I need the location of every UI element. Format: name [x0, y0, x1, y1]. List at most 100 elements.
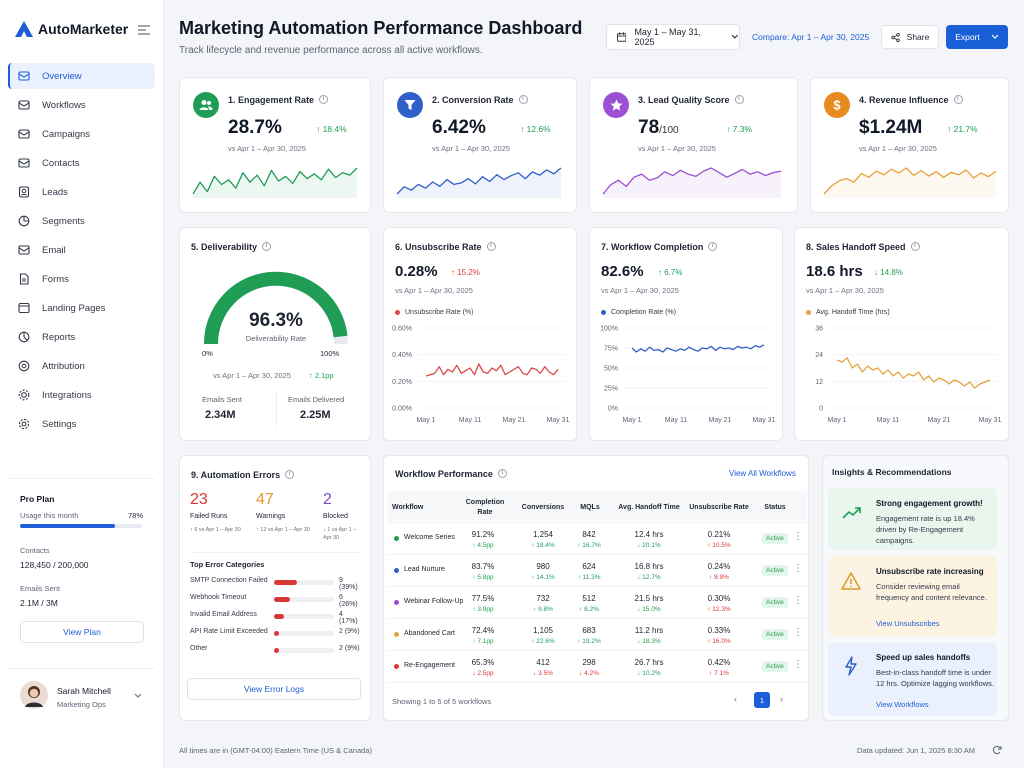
error-category-row: Invalid Email Address 4 (17%)	[190, 611, 360, 625]
menu-collapse-icon[interactable]	[138, 25, 150, 35]
sidebar-item-reports[interactable]: Reports	[8, 324, 155, 350]
warnings-change: ↑ 12 vs Apr 1 – Apr 30	[256, 527, 310, 533]
info-icon[interactable]	[319, 95, 329, 104]
share-button[interactable]: Share	[881, 25, 939, 49]
completion-cell: 77.5% ↑ 3.9pp	[460, 594, 506, 613]
sidebar-item-campaigns[interactable]: Campaigns	[8, 121, 155, 147]
card-title-text: 7. Workflow Completion	[601, 242, 704, 252]
mqls-cell: 512 ↑ 8.2%	[574, 594, 604, 613]
table-row[interactable]: Lead Nurture 83.7% ↑ 5.8pp 980 ↑ 14.1% 624 ↑ 1…	[388, 554, 807, 586]
more-options-icon[interactable]: ⋮	[793, 595, 803, 606]
refresh-icon[interactable]	[992, 745, 1002, 755]
next-page-button[interactable]: ›	[780, 694, 783, 704]
more-options-icon[interactable]: ⋮	[793, 563, 803, 574]
y-tick-label: 0	[819, 406, 823, 413]
sidebar-item-settings[interactable]: Settings	[8, 411, 155, 437]
sidebar-item-integrations[interactable]: Integrations	[8, 382, 155, 408]
prev-page-button[interactable]: ‹	[734, 694, 737, 704]
mqls-change: ↑ 11.3%	[577, 574, 601, 581]
conversions-value: 1,254	[532, 530, 554, 539]
series-line	[631, 344, 765, 353]
sidebar-item-contacts[interactable]: Contacts	[8, 150, 155, 176]
info-icon[interactable]	[910, 242, 920, 251]
more-options-icon[interactable]: ⋮	[793, 531, 803, 542]
mqls-change: ↑ 19.2%	[577, 638, 601, 645]
card-title-text: 8. Sales Handoff Speed	[806, 242, 906, 252]
sidebar-item-overview[interactable]: Overview	[8, 63, 155, 89]
view-workflows-link[interactable]: View Workflows	[876, 700, 929, 709]
kpi-title: 4. Revenue Influence	[859, 95, 963, 105]
kpi-value: 78/100	[638, 117, 679, 139]
warnings-count: 47	[256, 491, 274, 508]
sidebar-item-label: Forms	[42, 273, 69, 285]
sidebar-item-segments[interactable]: Segments	[8, 208, 155, 234]
workflow-name[interactable]: Lead Nurture	[404, 566, 445, 573]
sidebar-nav: Overview Workflows Campaigns Contacts Le…	[8, 63, 155, 440]
insight-unsubscribe: Unsubscribe rate increasing Consider rev…	[828, 556, 997, 636]
handoff-cell: 12.4 hrs ↓ 20.1%	[614, 530, 684, 549]
metric-comparison: vs Apr 1 – Apr 30, 2025	[395, 286, 473, 295]
info-icon[interactable]	[262, 242, 272, 251]
info-icon[interactable]	[486, 242, 496, 251]
info-icon[interactable]	[734, 95, 744, 104]
user-profile[interactable]: Sarah Mitchell Marketing Ops	[8, 668, 155, 724]
table-header	[388, 491, 807, 521]
mqls-cell: 842 ↑ 16.7%	[574, 530, 604, 549]
app-logo[interactable]: AutoMarketer	[15, 21, 128, 37]
column-header-conversions: Conversions	[521, 504, 565, 511]
table-row[interactable]: Webinar Follow-Up 77.5% ↑ 3.9pp 732 ↑ 9.8% 51…	[388, 586, 807, 618]
handoff-value: 11.2 hrs	[634, 626, 664, 635]
workflow-name[interactable]: Webinar Follow-Up	[404, 598, 464, 605]
sidebar-item-forms[interactable]: Forms	[8, 266, 155, 292]
sidebar-item-label: Integrations	[42, 389, 92, 401]
sidebar-item-label: Email	[42, 244, 66, 256]
info-icon[interactable]	[518, 95, 528, 104]
unsubscribe-rate-card: 6. Unsubscribe Rate 0.28% ↑ 15.2% vs Apr…	[383, 227, 577, 441]
metric-comparison: vs Apr 1 – Apr 30, 2025	[601, 286, 679, 295]
date-range-picker[interactable]: May 1 – May 31, 2025	[606, 24, 740, 50]
table-row[interactable]: Abandoned Cart 72.4% ↑ 7.1pp 1,105 ↑ 22.6% 68…	[388, 618, 807, 650]
info-icon[interactable]	[708, 242, 718, 251]
completion-cell: 91.2% ↑ 4.5pp	[460, 530, 506, 549]
export-button[interactable]: Export	[946, 25, 1008, 49]
sidebar-item-leads[interactable]: Leads	[8, 179, 155, 205]
unsubscribe-value: 0.33%	[707, 626, 731, 635]
view-unsubscribes-link[interactable]: View Unsubscribes	[876, 619, 940, 628]
unsubscribe-line-chart: 0.60% 0.40% 0.20% 0.00% May 1 May 11 May 21 May…	[392, 326, 569, 425]
conversions-cell: 732 ↑ 9.8%	[518, 594, 568, 613]
kpi-value: 28.7%	[228, 117, 282, 139]
conversion-sparkline	[396, 167, 562, 198]
insight-body: Engagement rate is up 18.4% driven by Re…	[876, 514, 975, 545]
error-category-label: Other	[190, 645, 208, 652]
info-icon[interactable]	[497, 469, 507, 478]
compare-range-link[interactable]: Compare: Apr 1 – Apr 30, 2025	[752, 32, 870, 42]
y-tick-label: 12	[815, 379, 823, 386]
sidebar-item-label: Overview	[42, 70, 82, 82]
view-plan-button[interactable]: View Plan	[20, 621, 144, 643]
info-icon[interactable]	[953, 95, 963, 104]
mqls-change: ↑ 8.2%	[579, 606, 599, 613]
view-all-workflows-link[interactable]: View All Workflows	[729, 469, 796, 478]
info-icon[interactable]	[285, 470, 295, 479]
more-options-icon[interactable]: ⋮	[793, 659, 803, 670]
table-row[interactable]: Welcome Series 91.2% ↑ 4.5pp 1,254 ↑ 18.4% 84…	[388, 522, 807, 554]
unsubscribe-cell: 0.21% ↑ 10.5%	[688, 530, 750, 549]
page-1-button[interactable]: 1	[754, 692, 770, 708]
workflow-name[interactable]: Re-Engagement	[404, 662, 455, 669]
series-line	[425, 363, 559, 377]
workflow-name[interactable]: Welcome Series	[404, 534, 455, 541]
sidebar-item-email[interactable]: Email	[8, 237, 155, 263]
completion-change: ↑ 7.1pp	[472, 638, 494, 645]
contacts-label: Contacts	[20, 546, 50, 555]
page-title: Marketing Automation Performance Dashboa…	[179, 18, 583, 38]
workflow-name[interactable]: Abandoned Cart	[404, 630, 455, 637]
kpi-icon-bg	[193, 92, 219, 118]
view-error-logs-button[interactable]: View Error Logs	[187, 678, 361, 700]
sidebar-item-landing-pages[interactable]: Landing Pages	[8, 295, 155, 321]
table-row[interactable]: Re-Engagement 65.3% ↓ 2.5pp 412 ↓ 3.5% 298 ↓ 4…	[388, 650, 807, 682]
usage-label: Usage this month	[20, 511, 79, 520]
y-tick-label: 36	[815, 326, 823, 333]
sidebar-item-attribution[interactable]: Attribution	[8, 353, 155, 379]
more-options-icon[interactable]: ⋮	[793, 627, 803, 638]
sidebar-item-workflows[interactable]: Workflows	[8, 92, 155, 118]
